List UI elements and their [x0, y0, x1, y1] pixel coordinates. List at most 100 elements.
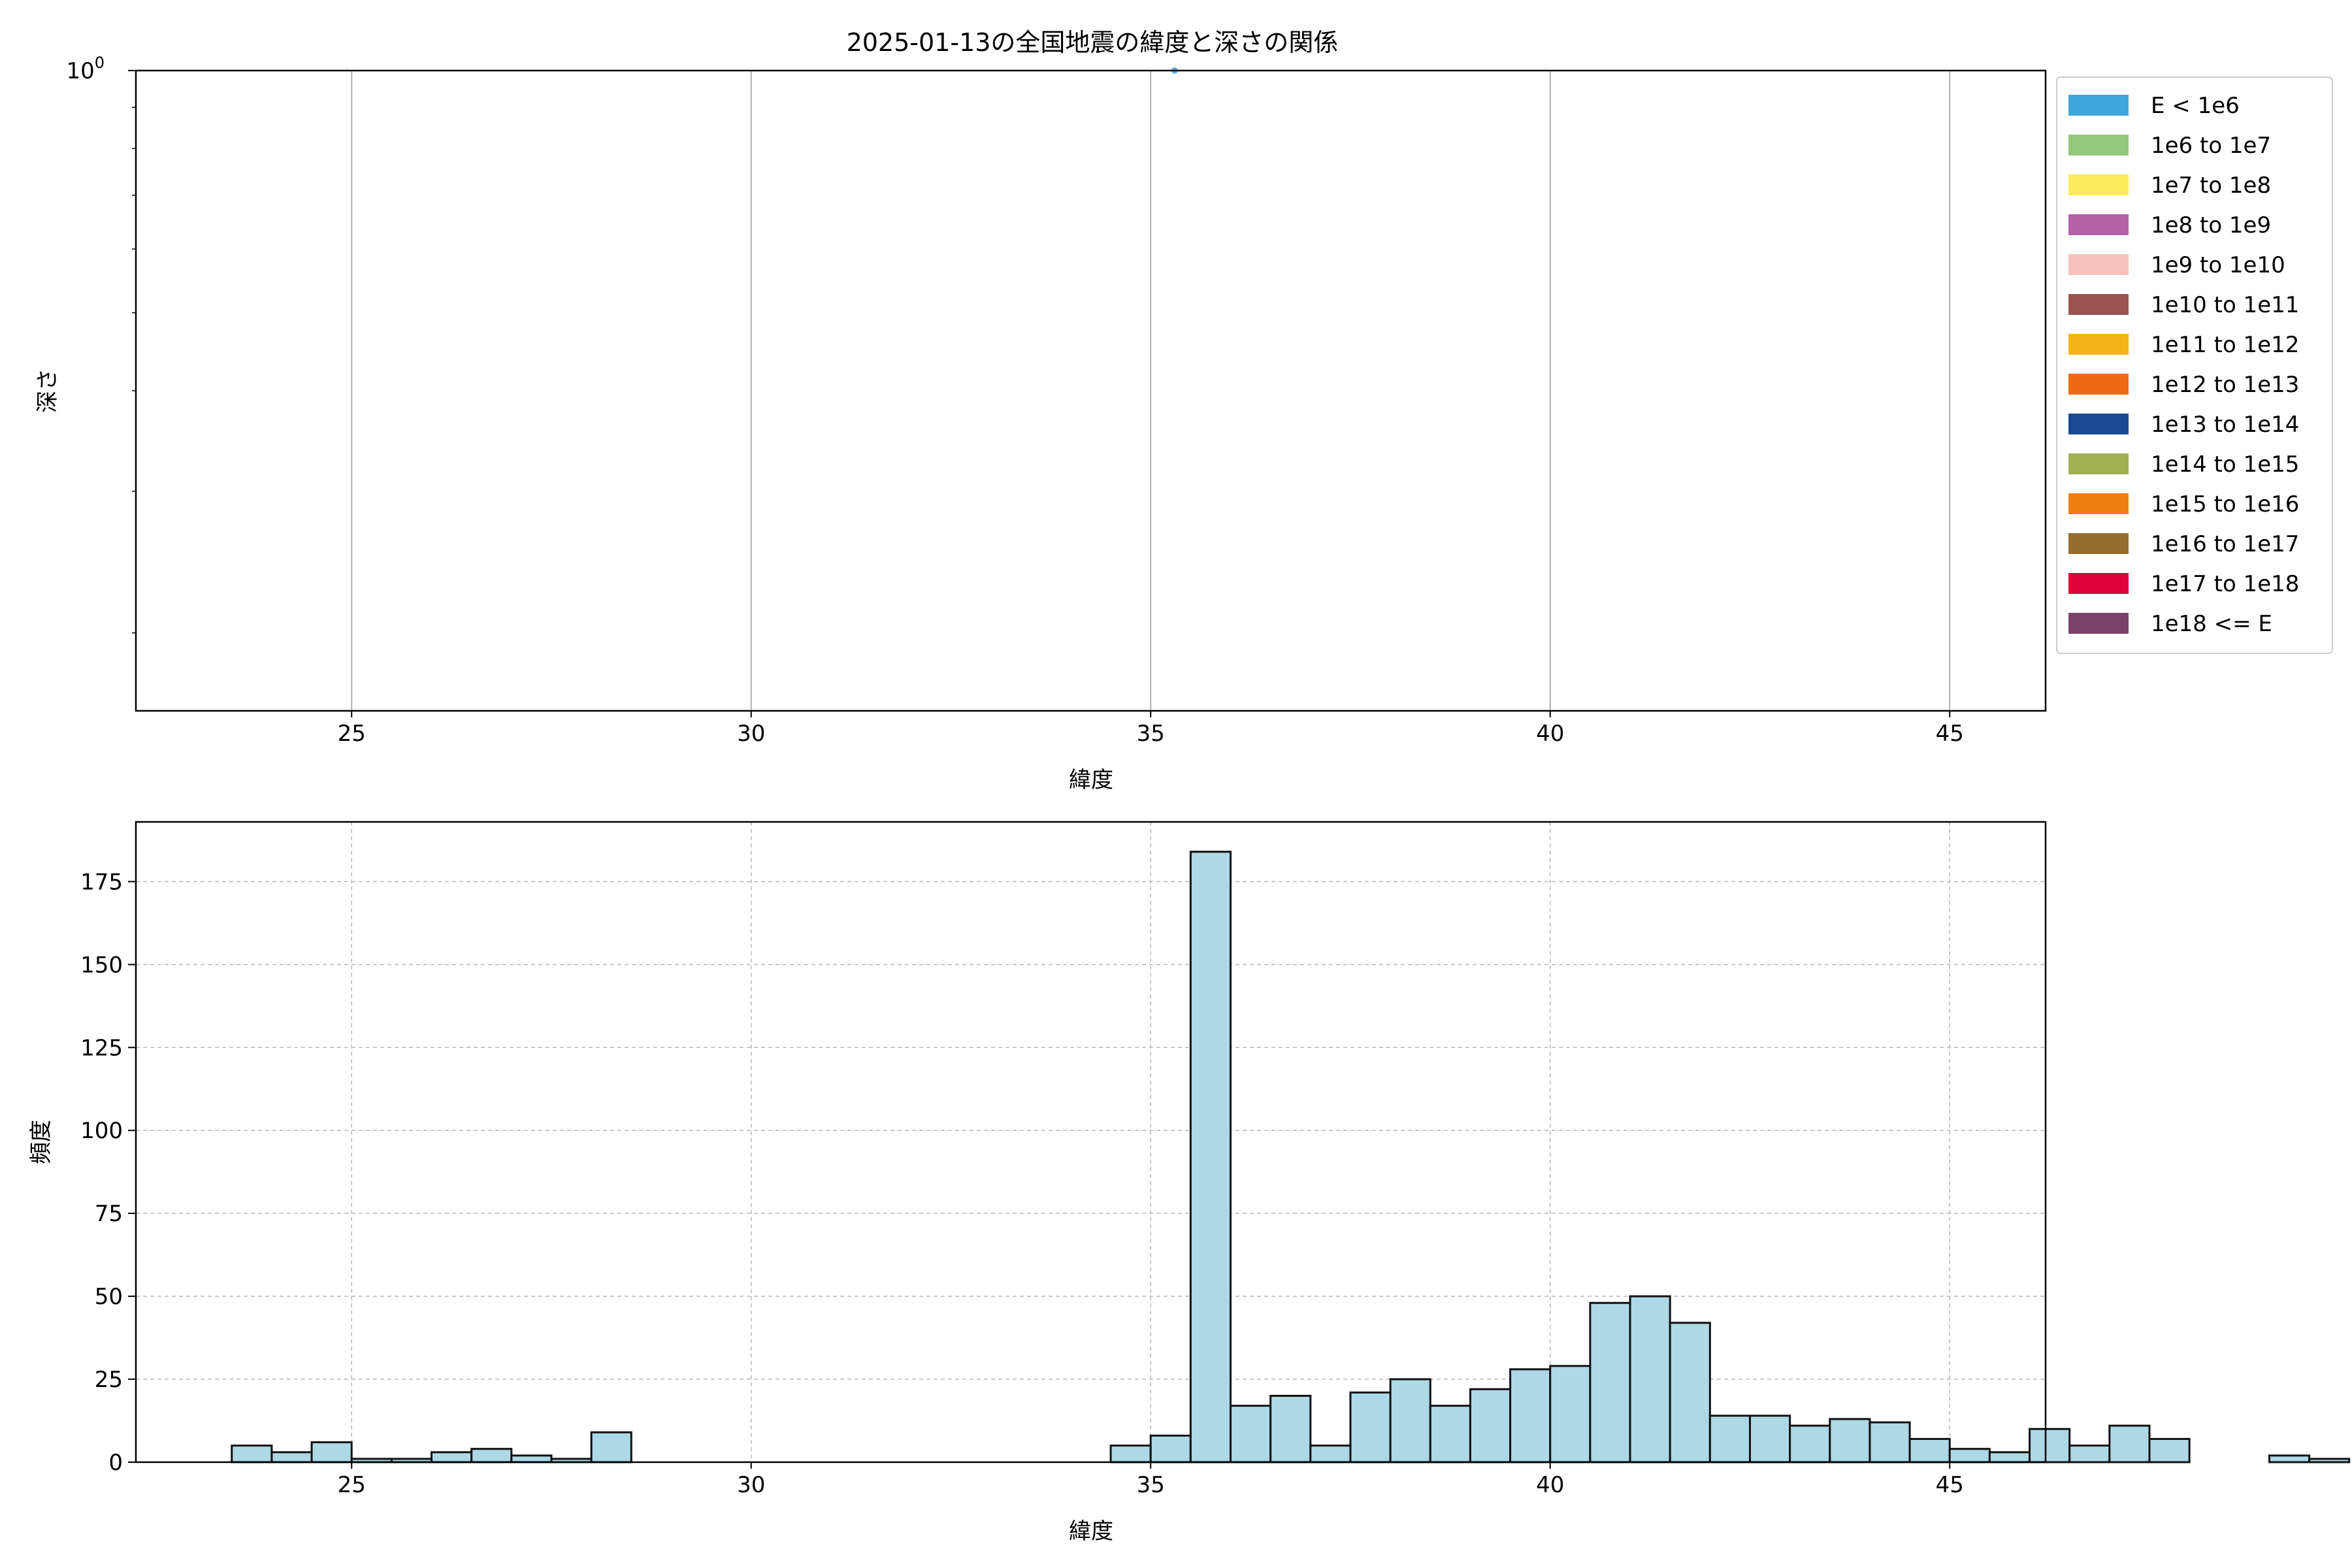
legend-label: 1e7 to 1e8 — [2151, 172, 2271, 199]
scatter-grid — [136, 70, 2046, 711]
histogram-bar — [1629, 1295, 1671, 1463]
histogram-bar — [1748, 1414, 1791, 1463]
histogram-bar — [1829, 1418, 1871, 1463]
histogram-bar — [1708, 1414, 1751, 1463]
legend-swatch — [2068, 254, 2129, 275]
histogram-bar — [1509, 1368, 1552, 1463]
scatter-x-tick-label: 35 — [1137, 721, 1165, 747]
legend-label: 1e6 to 1e7 — [2151, 133, 2271, 159]
legend-swatch — [2068, 573, 2129, 594]
histogram-bar — [1429, 1405, 1471, 1463]
legend-swatch — [2068, 174, 2129, 195]
legend-label: 1e14 to 1e15 — [2151, 451, 2299, 478]
legend-label: E < 1e6 — [2151, 93, 2240, 119]
scatter-x-ticks: 25 30 35 40 45 — [338, 711, 1964, 747]
histogram-y-tick-label: 50 — [95, 1284, 123, 1310]
legend-label: 1e17 to 1e18 — [2151, 571, 2299, 597]
legend-items: E < 1e6 1e6 to 1e7 1e7 to 1e8 1e8 to 1e9 1e9… — [2068, 93, 2299, 637]
scatter-y-ticks: 100101102 — [66, 54, 136, 634]
scatter-x-tick-label: 30 — [737, 721, 765, 747]
histogram-x-ticks: 25 30 35 40 45 — [338, 1462, 1964, 1498]
histogram-bar — [231, 1445, 273, 1463]
histogram-x-tick-label: 45 — [1936, 1472, 1964, 1498]
histogram-bar — [1669, 1322, 1711, 1463]
legend-swatch — [2068, 95, 2129, 116]
histogram-bar — [1230, 1405, 1272, 1463]
legend-label: 1e16 to 1e17 — [2151, 531, 2299, 557]
histogram-grid — [136, 822, 2046, 1462]
histogram-bar — [1908, 1437, 1951, 1463]
histogram-bar — [2308, 1458, 2351, 1463]
legend-swatch — [2068, 453, 2129, 474]
histogram-bar — [1948, 1448, 1991, 1463]
legend-label: 1e18 <= E — [2151, 611, 2272, 637]
scatter-title: 2025-01-13の全国地震の緯度と深さの関係 — [847, 28, 1339, 57]
histogram-bar — [1589, 1301, 1631, 1463]
legend-label: 1e15 to 1e16 — [2151, 491, 2299, 517]
legend-frame — [2056, 76, 2333, 654]
histogram-bar — [1988, 1451, 2031, 1463]
histogram-panel: 25 30 35 40 45 0 25 50 75 100 125 150 175 緯度 頻度 — [28, 821, 2351, 1544]
histogram-bar — [1349, 1391, 1392, 1463]
legend-swatch — [2068, 533, 2129, 554]
scatter-y-tick-base: 10 — [66, 58, 94, 84]
histogram-bar — [1789, 1424, 1831, 1463]
histogram-x-tick-label: 30 — [737, 1472, 765, 1498]
legend-label: 1e11 to 1e12 — [2151, 332, 2299, 358]
histogram-bar — [1189, 851, 1232, 1463]
histogram-y-tick-label: 0 — [108, 1450, 123, 1476]
histogram-bar — [2108, 1424, 2151, 1463]
legend-label: 1e13 to 1e14 — [2151, 412, 2299, 438]
histogram-bar — [1469, 1388, 1512, 1463]
legend-swatch — [2068, 493, 2129, 514]
scatter-x-tick-label: 40 — [1536, 721, 1564, 747]
legend-swatch — [2068, 135, 2129, 155]
histogram-bar — [310, 1441, 353, 1463]
legend-label: 1e9 to 1e10 — [2151, 252, 2285, 278]
histogram-y-tick-label: 100 — [80, 1118, 123, 1144]
histogram-bars — [231, 851, 2351, 1463]
histogram-y-axis-label: 頻度 — [28, 1120, 54, 1164]
legend-label: 1e12 to 1e13 — [2151, 372, 2299, 398]
legend-swatch — [2068, 414, 2129, 434]
scatter-x-tick-label: 45 — [1936, 721, 1964, 747]
legend-swatch — [2068, 334, 2129, 355]
scatter-y-tick-label: 100 — [66, 54, 105, 84]
histogram-bar — [1389, 1378, 1431, 1463]
histogram-bar — [1869, 1421, 1911, 1463]
histogram-bar — [2268, 1454, 2311, 1463]
legend-label: 1e10 to 1e11 — [2151, 292, 2299, 318]
histogram-y-tick-label: 150 — [80, 952, 123, 978]
histogram-y-tick-label: 125 — [80, 1035, 123, 1061]
histogram-y-tick-label: 25 — [95, 1367, 123, 1393]
histogram-bar — [1269, 1394, 1312, 1463]
legend-swatch — [2068, 294, 2129, 315]
scatter-y-tick-exp: 0 — [95, 54, 105, 72]
histogram-bar — [270, 1451, 313, 1463]
histogram-x-axis-label: 緯度 — [1069, 1518, 1113, 1544]
histogram-bar — [2029, 1428, 2071, 1463]
histogram-y-ticks: 0 25 50 75 100 125 150 175 — [80, 869, 136, 1476]
legend-swatch — [2068, 214, 2129, 235]
histogram-bar — [1549, 1365, 1592, 1463]
histogram-x-tick-label: 35 — [1137, 1472, 1165, 1498]
histogram-bar — [1109, 1445, 1152, 1463]
legend: E < 1e6 1e6 to 1e7 1e7 to 1e8 1e8 to 1e9 1e9… — [2056, 76, 2333, 654]
scatter-y-axis-label: 深さ — [35, 368, 61, 413]
histogram-y-tick-label: 75 — [95, 1201, 123, 1227]
histogram-bar — [1309, 1445, 1352, 1463]
scatter-x-tick-label: 25 — [338, 721, 366, 747]
histogram-y-tick-label: 175 — [80, 869, 123, 895]
histogram-bar — [470, 1448, 513, 1463]
histogram-x-tick-label: 40 — [1536, 1472, 1564, 1498]
histogram-bar — [2148, 1437, 2191, 1463]
scatter-x-axis-label: 緯度 — [1069, 767, 1113, 793]
histogram-bar — [2068, 1445, 2111, 1463]
histogram-bar — [590, 1431, 632, 1463]
histogram-x-tick-label: 25 — [338, 1472, 366, 1498]
legend-swatch — [2068, 374, 2129, 395]
legend-swatch — [2068, 613, 2129, 634]
histogram-plot-frame — [135, 821, 2047, 1463]
